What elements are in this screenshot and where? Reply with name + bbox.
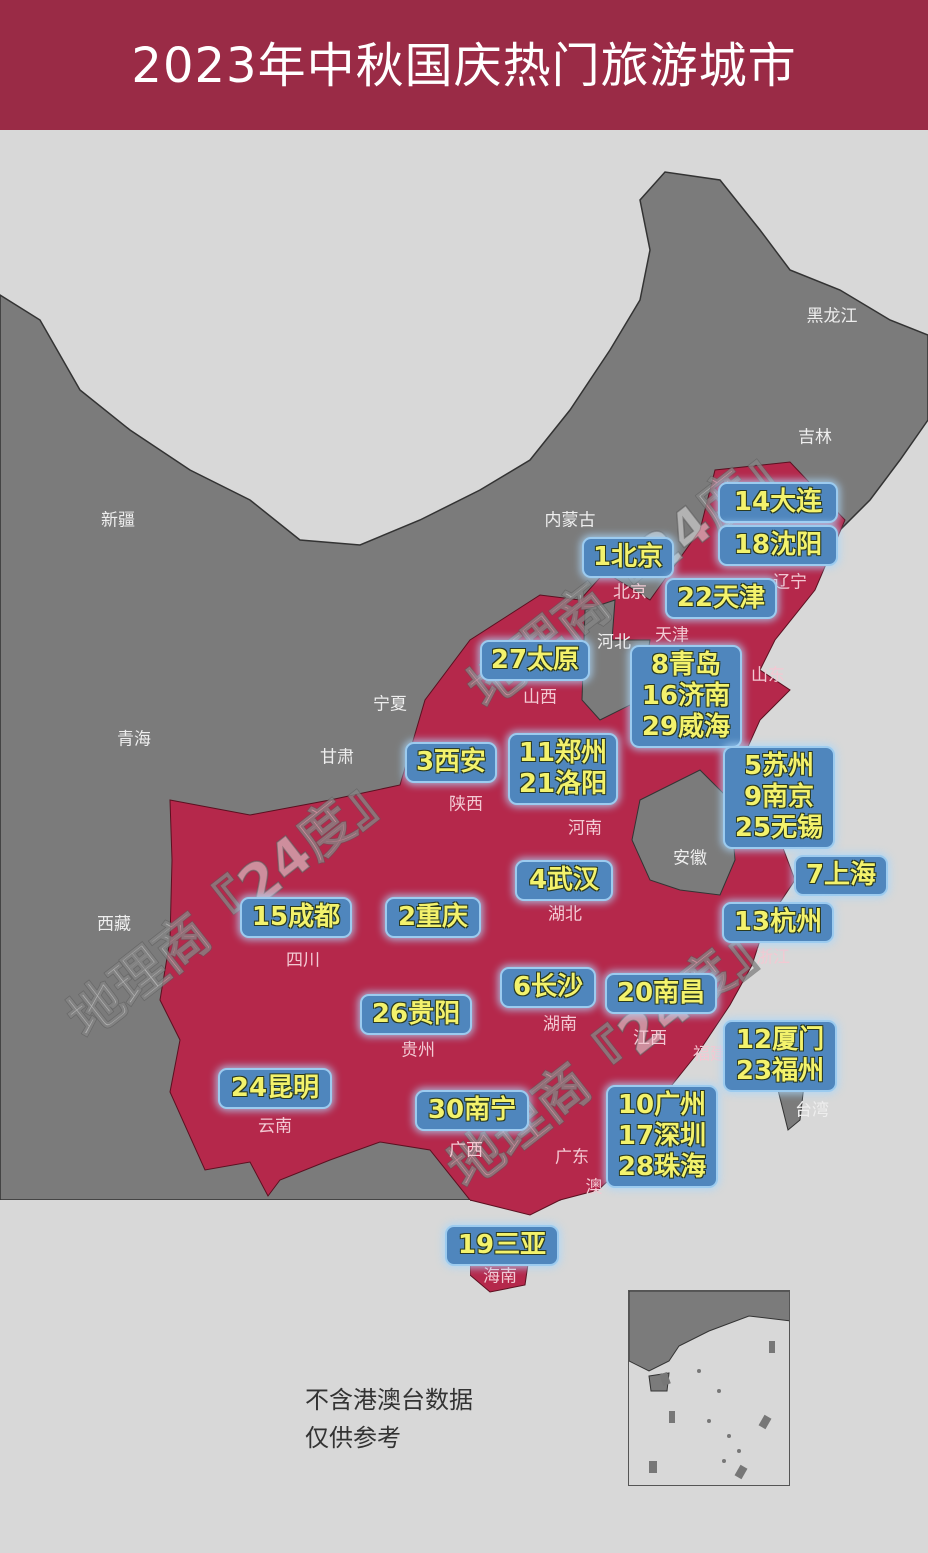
city-label: 20南昌 <box>605 973 717 1014</box>
city-label: 11郑州 21洛阳 <box>508 733 618 805</box>
city-label: 4武汉 <box>515 860 613 901</box>
note-excluded-regions: 不含港澳台数据 <box>305 1386 473 1414</box>
city-label: 3西安 <box>405 742 497 783</box>
city-label: 8青岛 16济南 29威海 <box>630 645 742 748</box>
province-label: 河北 <box>597 632 631 653</box>
city-label: 5苏州 9南京 25无锡 <box>723 746 835 849</box>
province-label: 北京 <box>613 582 647 603</box>
city-label: 30南宁 <box>415 1090 529 1131</box>
province-label: 河南 <box>568 818 602 839</box>
province-label: 四川 <box>286 950 320 971</box>
province-label: 湖北 <box>548 904 582 925</box>
province-label: 福建 <box>693 1044 727 1065</box>
city-label: 22天津 <box>665 578 777 619</box>
province-label: 海南 <box>483 1266 517 1287</box>
city-label: 6长沙 <box>500 967 596 1008</box>
sea-left-bottom <box>0 1200 470 1553</box>
province-label: 陕西 <box>449 794 483 815</box>
city-label: 15成都 <box>240 897 352 938</box>
province-label: 山东 <box>751 665 785 686</box>
city-label: 27太原 <box>480 640 590 681</box>
province-label: 山西 <box>523 687 557 708</box>
province-label: 广东 <box>555 1147 589 1168</box>
province-label: 安徽 <box>673 848 707 869</box>
province-label: 天津 <box>655 625 689 646</box>
province-label: 澳 <box>585 1177 603 1198</box>
city-label: 13杭州 <box>722 902 834 943</box>
province-label: 甘肃 <box>320 747 354 768</box>
province-label: 贵州 <box>401 1040 435 1061</box>
province-label: 黑龙江 <box>806 306 858 327</box>
city-label: 10广州 17深圳 28珠海 <box>606 1085 718 1188</box>
city-label: 26贵阳 <box>360 994 472 1035</box>
province-label: 宁夏 <box>373 694 407 715</box>
province-label: 青海 <box>117 729 151 750</box>
province-label: 内蒙古 <box>544 510 596 531</box>
note-reference-only: 仅供参考 <box>305 1424 401 1452</box>
province-label: 广西 <box>449 1140 483 1161</box>
province-label: 新疆 <box>101 510 135 531</box>
province-label: 江西 <box>633 1028 667 1049</box>
province-label: 浙江 <box>756 947 790 968</box>
province-label: 台湾 <box>795 1100 829 1121</box>
city-label: 7上海 <box>794 855 888 896</box>
page-title: 2023年中秋国庆热门旅游城市 <box>131 38 797 94</box>
province-label: 吉林 <box>798 427 832 448</box>
city-label: 24昆明 <box>218 1068 332 1109</box>
city-label: 18沈阳 <box>718 525 838 566</box>
province-label: 辽宁 <box>773 572 807 593</box>
province-label: 云南 <box>258 1116 292 1137</box>
city-label: 1北京 <box>582 537 674 578</box>
south-china-sea-inset <box>628 1290 790 1486</box>
province-label: 湖南 <box>543 1014 577 1035</box>
header-banner: 2023年中秋国庆热门旅游城市 <box>0 0 928 130</box>
anhui-gray <box>631 769 736 896</box>
city-label: 2重庆 <box>385 897 481 938</box>
inset-map <box>629 1291 789 1480</box>
city-label: 14大连 <box>718 482 838 523</box>
province-label: 西藏 <box>97 914 131 935</box>
city-label: 12厦门 23福州 <box>723 1020 837 1092</box>
city-label: 19三亚 <box>445 1225 559 1266</box>
